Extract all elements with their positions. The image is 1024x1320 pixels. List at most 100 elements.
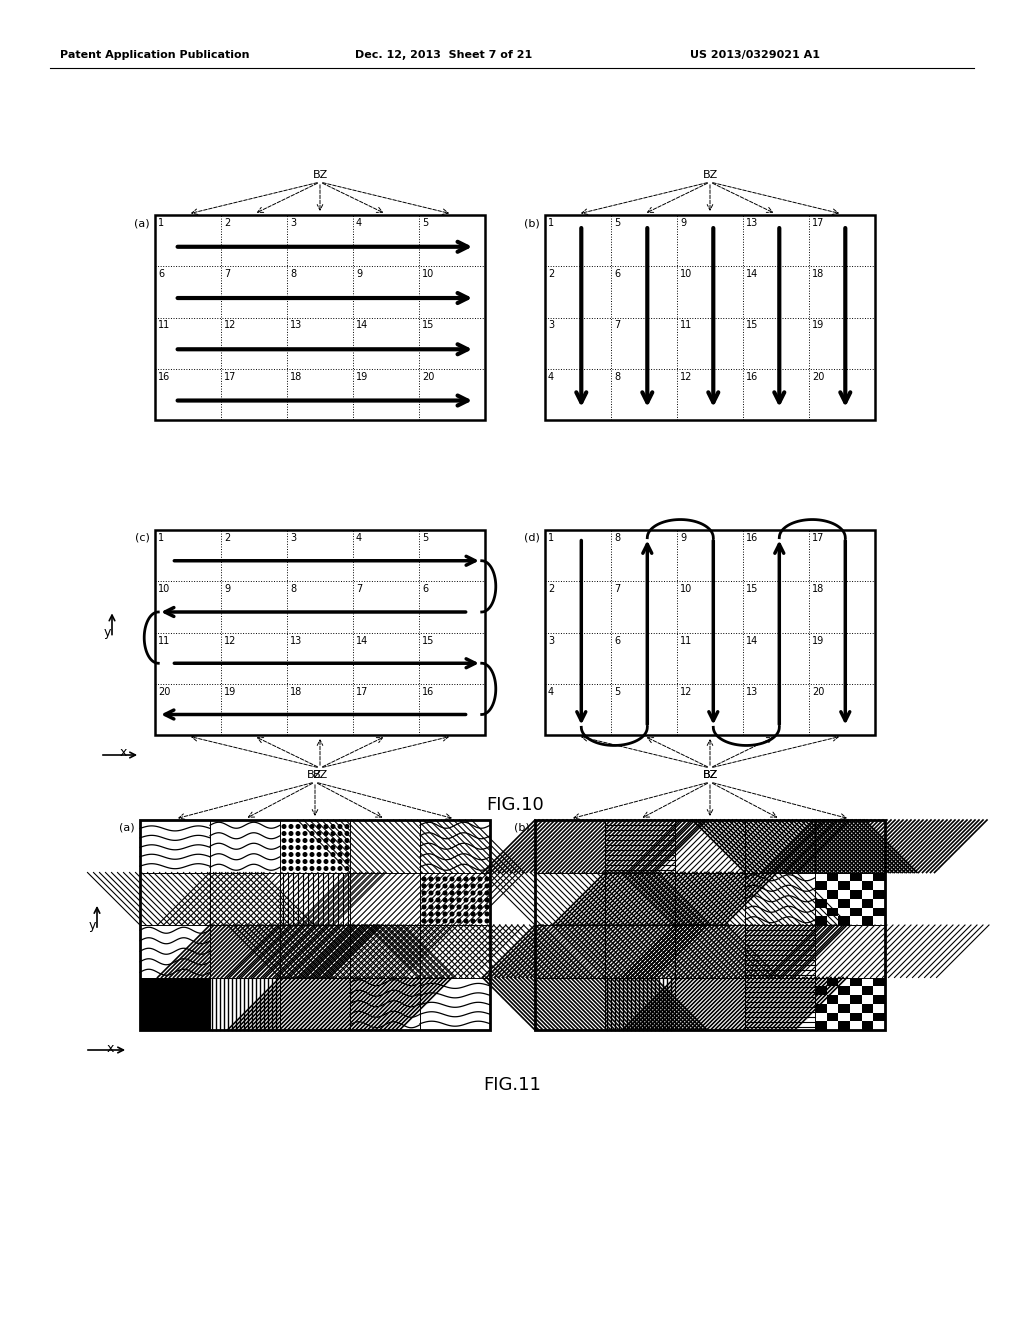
Circle shape (345, 832, 349, 836)
Text: BZ: BZ (702, 770, 718, 780)
Text: BZ: BZ (312, 770, 328, 780)
Text: 4: 4 (548, 372, 554, 381)
Circle shape (283, 825, 286, 829)
Text: 15: 15 (746, 321, 759, 330)
Circle shape (451, 891, 454, 895)
Text: 2: 2 (224, 218, 230, 228)
Text: 5: 5 (422, 533, 428, 543)
Bar (850, 1012, 861, 1022)
Circle shape (464, 884, 468, 888)
Text: 20: 20 (158, 686, 170, 697)
Bar (535, 820, 885, 1030)
Text: 4: 4 (548, 686, 554, 697)
Text: 5: 5 (614, 686, 621, 697)
Circle shape (310, 825, 313, 829)
Circle shape (331, 859, 335, 863)
Text: 1: 1 (548, 218, 554, 228)
Bar (861, 916, 873, 925)
Circle shape (443, 898, 446, 902)
Circle shape (457, 912, 461, 916)
Text: 19: 19 (812, 635, 824, 645)
Circle shape (296, 867, 300, 870)
Circle shape (331, 853, 335, 857)
Circle shape (283, 832, 286, 836)
Circle shape (325, 867, 328, 870)
Text: 15: 15 (422, 635, 434, 645)
Circle shape (325, 846, 328, 849)
Bar (280, 978, 350, 1030)
Text: 5: 5 (422, 218, 428, 228)
Text: FIG.10: FIG.10 (486, 796, 544, 814)
Circle shape (451, 912, 454, 916)
Bar (826, 978, 839, 986)
Bar (861, 986, 873, 995)
Text: 9: 9 (356, 269, 362, 280)
Bar (280, 873, 350, 925)
Circle shape (310, 832, 313, 836)
Bar (839, 1022, 850, 1030)
Circle shape (283, 853, 286, 857)
Text: 8: 8 (614, 533, 621, 543)
Text: 4: 4 (356, 533, 362, 543)
Bar (350, 820, 420, 873)
Circle shape (436, 898, 439, 902)
Circle shape (338, 853, 342, 857)
Bar (826, 1012, 839, 1022)
Bar (815, 1003, 826, 1012)
Circle shape (310, 859, 313, 863)
Bar (873, 908, 885, 916)
Text: x: x (120, 747, 127, 759)
Text: 12: 12 (680, 686, 692, 697)
Text: 17: 17 (356, 686, 369, 697)
Circle shape (478, 919, 482, 923)
Text: BZ: BZ (307, 770, 323, 780)
Circle shape (338, 832, 342, 836)
Text: 16: 16 (422, 686, 434, 697)
Bar (815, 820, 885, 873)
Circle shape (289, 859, 293, 863)
Text: 18: 18 (812, 269, 824, 280)
Bar (850, 908, 861, 916)
Text: 14: 14 (356, 635, 369, 645)
Bar (140, 873, 210, 925)
Text: 19: 19 (812, 321, 824, 330)
Circle shape (457, 878, 461, 880)
Text: 4: 4 (356, 218, 362, 228)
Circle shape (283, 846, 286, 849)
Circle shape (289, 846, 293, 849)
Bar (745, 873, 815, 925)
Text: FIG.11: FIG.11 (483, 1076, 542, 1094)
Text: 11: 11 (158, 321, 170, 330)
Text: (a): (a) (134, 218, 150, 228)
Bar (545, 531, 874, 735)
Bar (873, 890, 885, 899)
Bar (210, 873, 280, 925)
Bar (850, 873, 861, 882)
Text: 15: 15 (746, 585, 759, 594)
Bar (839, 1003, 850, 1012)
Circle shape (471, 878, 475, 880)
Text: (b): (b) (514, 822, 530, 833)
Bar (861, 899, 873, 908)
Bar (605, 978, 675, 1030)
Circle shape (471, 891, 475, 895)
Bar (745, 925, 815, 978)
Bar (815, 925, 885, 978)
Circle shape (422, 912, 426, 916)
Circle shape (422, 906, 426, 908)
Circle shape (485, 912, 488, 916)
Bar (675, 873, 745, 925)
Text: 7: 7 (614, 321, 621, 330)
Text: 2: 2 (224, 533, 230, 543)
Text: 18: 18 (290, 686, 302, 697)
Circle shape (478, 891, 482, 895)
Circle shape (296, 853, 300, 857)
Text: 3: 3 (548, 321, 554, 330)
Circle shape (436, 906, 439, 908)
Circle shape (283, 859, 286, 863)
Text: 9: 9 (224, 585, 230, 594)
Bar (535, 978, 605, 1030)
Text: 2: 2 (548, 269, 554, 280)
Bar (873, 1012, 885, 1022)
Text: y: y (88, 919, 95, 932)
